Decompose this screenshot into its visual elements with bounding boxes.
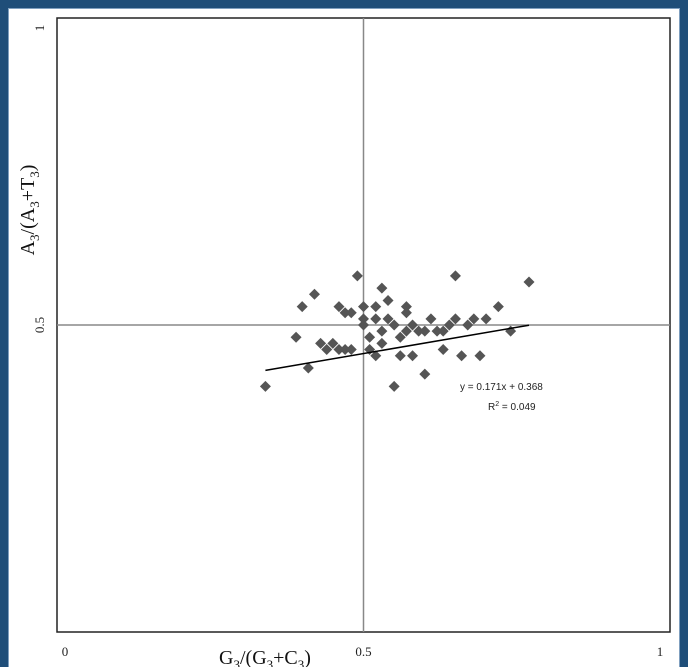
y-tick-labels: 0.51 <box>32 25 47 333</box>
data-point <box>437 344 449 356</box>
x-tick-label: 0 <box>62 644 69 659</box>
data-points <box>259 270 535 392</box>
data-point <box>333 344 345 356</box>
data-point <box>456 350 468 362</box>
data-point <box>400 301 412 313</box>
data-point <box>480 313 492 325</box>
data-point <box>443 319 455 331</box>
y-axis-title: A3/(A3+T3) <box>17 165 42 256</box>
data-point <box>364 331 376 343</box>
data-point <box>523 276 535 288</box>
data-point <box>370 350 382 362</box>
x-axis-title: G3/(G3+C3) <box>219 647 311 667</box>
r-squared-superscript: 2 <box>495 401 499 408</box>
data-point <box>259 380 271 392</box>
data-point <box>351 270 363 282</box>
data-point <box>321 344 333 356</box>
data-point <box>407 319 419 331</box>
data-point <box>376 337 388 349</box>
data-point <box>474 350 486 362</box>
r-squared-label: R2 = 0.049 <box>488 401 536 413</box>
data-point <box>449 313 461 325</box>
r-squared-value: = 0.049 <box>499 402 536 413</box>
chart-inner-border <box>8 8 680 667</box>
data-point <box>400 307 412 319</box>
data-point <box>492 301 504 313</box>
data-point <box>425 313 437 325</box>
data-point <box>358 319 369 331</box>
x-tick-label: 1 <box>657 644 664 659</box>
data-point <box>345 344 357 356</box>
data-point <box>394 331 406 343</box>
data-point <box>419 325 431 337</box>
data-point <box>407 350 419 362</box>
data-point <box>308 288 320 300</box>
data-point <box>468 313 480 325</box>
data-point <box>413 325 425 337</box>
data-point <box>333 301 345 313</box>
data-point <box>302 362 314 374</box>
data-point <box>382 294 394 306</box>
y-tick-label: 1 <box>32 25 47 32</box>
data-point <box>327 337 339 349</box>
data-point <box>382 313 394 325</box>
data-point <box>296 301 308 313</box>
data-point <box>449 270 461 282</box>
data-point <box>339 344 351 356</box>
data-point <box>370 301 382 313</box>
data-point <box>358 301 369 313</box>
data-point <box>431 325 443 337</box>
data-point <box>358 313 369 325</box>
data-point <box>400 325 412 337</box>
data-point <box>370 313 382 325</box>
data-point <box>345 307 357 319</box>
x-tick-label: 0.5 <box>355 644 371 659</box>
data-point <box>437 325 449 337</box>
data-point <box>388 319 400 331</box>
x-tick-labels: 0 0.5 1 <box>62 644 664 659</box>
trendline <box>265 324 530 372</box>
data-point <box>376 282 388 294</box>
data-point <box>462 319 474 331</box>
y-tick-label: 0.5 <box>32 317 47 333</box>
data-point <box>339 307 351 319</box>
trendline-equation: y = 0.171x + 0.368 <box>460 382 543 393</box>
data-point <box>315 337 327 349</box>
data-point <box>290 331 302 343</box>
data-point <box>394 350 406 362</box>
r-squared-symbol: R <box>488 402 495 413</box>
data-point <box>388 380 400 392</box>
data-point <box>419 368 431 380</box>
data-point <box>376 325 388 337</box>
